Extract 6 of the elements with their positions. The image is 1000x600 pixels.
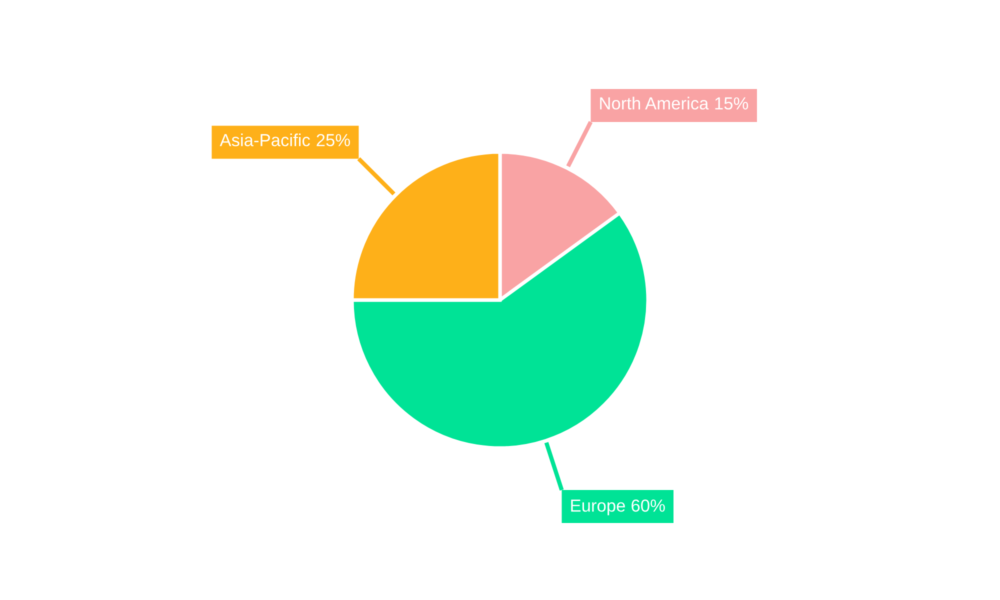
data-label: 15%	[715, 97, 748, 110]
data-label: 60%	[632, 499, 665, 512]
slice-label: Europe	[571, 500, 625, 516]
slice-label: Asia-Pacific	[220, 134, 310, 146]
data-label: 25%	[316, 134, 350, 146]
slice-label: North America	[600, 96, 709, 110]
